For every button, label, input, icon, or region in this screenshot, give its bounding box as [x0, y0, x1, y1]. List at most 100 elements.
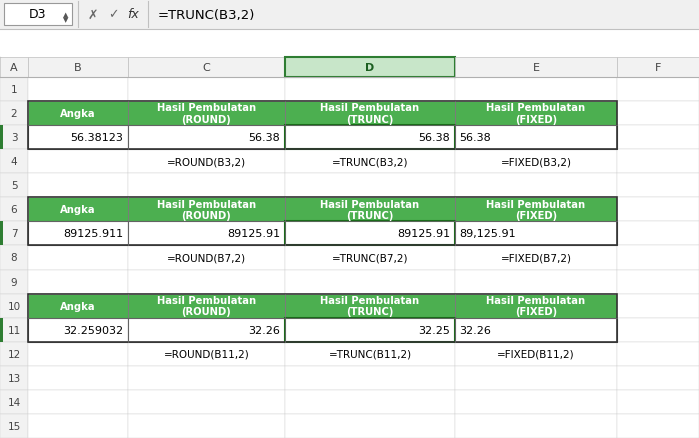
Bar	[128, 126, 285, 150]
Text: 89125.91: 89125.91	[397, 229, 450, 239]
Bar	[285, 294, 455, 318]
Text: 6: 6	[10, 205, 17, 215]
Text: =TRUNC(B3,2): =TRUNC(B3,2)	[332, 157, 408, 167]
Bar	[617, 342, 699, 366]
Bar	[0, 414, 28, 438]
Bar	[617, 270, 699, 294]
Bar	[455, 342, 617, 366]
Text: =FIXED(B11,2): =FIXED(B11,2)	[497, 349, 575, 359]
Bar	[0, 0, 699, 30]
Bar	[128, 198, 285, 222]
Text: 89125.91: 89125.91	[227, 229, 280, 239]
Text: B: B	[74, 63, 82, 73]
Bar	[28, 78, 128, 102]
Text: 56.38: 56.38	[459, 133, 491, 143]
Text: 56.38123: 56.38123	[70, 133, 123, 143]
Bar	[285, 342, 455, 366]
Bar	[617, 102, 699, 126]
Text: ✓: ✓	[108, 8, 118, 21]
Bar	[128, 78, 285, 102]
Bar	[455, 78, 617, 102]
Bar	[617, 126, 699, 150]
Bar	[28, 198, 617, 246]
Text: Hasil Pembulatan
(ROUND): Hasil Pembulatan (ROUND)	[157, 295, 256, 317]
Bar	[285, 222, 455, 246]
Text: D: D	[366, 63, 375, 73]
Bar	[28, 318, 128, 342]
Bar	[285, 198, 455, 222]
Bar	[455, 102, 617, 126]
Text: D3: D3	[29, 8, 47, 21]
Bar	[0, 150, 28, 174]
Bar	[28, 58, 128, 78]
Text: A: A	[10, 63, 17, 73]
Bar	[128, 102, 285, 126]
Bar	[128, 222, 285, 246]
Bar	[455, 126, 617, 150]
Bar	[28, 294, 617, 342]
Text: 2: 2	[10, 109, 17, 119]
Text: Hasil Pembulatan
(TRUNC): Hasil Pembulatan (TRUNC)	[320, 103, 419, 125]
Text: 3: 3	[10, 133, 17, 143]
Bar	[455, 198, 617, 222]
Bar	[28, 294, 128, 318]
Bar	[28, 198, 128, 222]
Text: 9: 9	[10, 277, 17, 287]
Bar	[128, 174, 285, 198]
Bar	[285, 58, 455, 78]
Bar	[617, 198, 699, 222]
Bar	[28, 198, 128, 222]
Bar	[455, 150, 617, 174]
Text: =TRUNC(B3,2): =TRUNC(B3,2)	[158, 8, 255, 21]
Text: 15: 15	[8, 421, 21, 431]
Bar	[285, 222, 455, 246]
Text: 89125.911: 89125.911	[63, 229, 123, 239]
Text: 12: 12	[8, 349, 21, 359]
Bar	[455, 318, 617, 342]
Bar	[455, 198, 617, 222]
Bar	[0, 342, 28, 366]
Bar	[285, 270, 455, 294]
Text: Hasil Pembulatan
(TRUNC): Hasil Pembulatan (TRUNC)	[320, 295, 419, 317]
Bar	[28, 318, 128, 342]
Text: 32.259032: 32.259032	[63, 325, 123, 335]
Text: Hasil Pembulatan
(ROUND): Hasil Pembulatan (ROUND)	[157, 103, 256, 125]
Bar	[617, 150, 699, 174]
Bar	[285, 390, 455, 414]
Bar	[455, 222, 617, 246]
Bar	[128, 414, 285, 438]
Bar	[455, 222, 617, 246]
Text: Hasil Pembulatan
(TRUNC): Hasil Pembulatan (TRUNC)	[320, 199, 419, 221]
Bar	[128, 366, 285, 390]
Bar	[28, 126, 128, 150]
Text: 4: 4	[10, 157, 17, 167]
Bar	[128, 126, 285, 150]
Text: Hasil Pembulatan
(ROUND): Hasil Pembulatan (ROUND)	[157, 199, 256, 221]
Bar	[128, 342, 285, 366]
Bar	[0, 78, 28, 102]
Bar	[128, 246, 285, 270]
Bar	[285, 126, 455, 150]
Bar	[28, 174, 128, 198]
Text: 8: 8	[10, 253, 17, 263]
Bar	[28, 150, 128, 174]
Text: 5: 5	[10, 181, 17, 191]
Bar	[0, 58, 699, 78]
Bar	[128, 150, 285, 174]
Text: 56.38: 56.38	[418, 133, 450, 143]
Bar	[455, 294, 617, 318]
Bar	[28, 294, 128, 318]
Bar	[0, 222, 28, 246]
Text: =FIXED(B3,2): =FIXED(B3,2)	[500, 157, 572, 167]
Text: Hasil Pembulatan
(FIXED): Hasil Pembulatan (FIXED)	[487, 295, 586, 317]
Bar	[28, 102, 617, 150]
Bar	[28, 102, 128, 126]
Bar	[285, 318, 455, 342]
Bar	[28, 366, 128, 390]
Text: =ROUND(B11,2): =ROUND(B11,2)	[164, 349, 250, 359]
Bar	[617, 174, 699, 198]
Bar	[28, 102, 128, 126]
Text: 13: 13	[8, 373, 21, 383]
Text: Angka: Angka	[60, 205, 96, 215]
Bar	[285, 366, 455, 390]
